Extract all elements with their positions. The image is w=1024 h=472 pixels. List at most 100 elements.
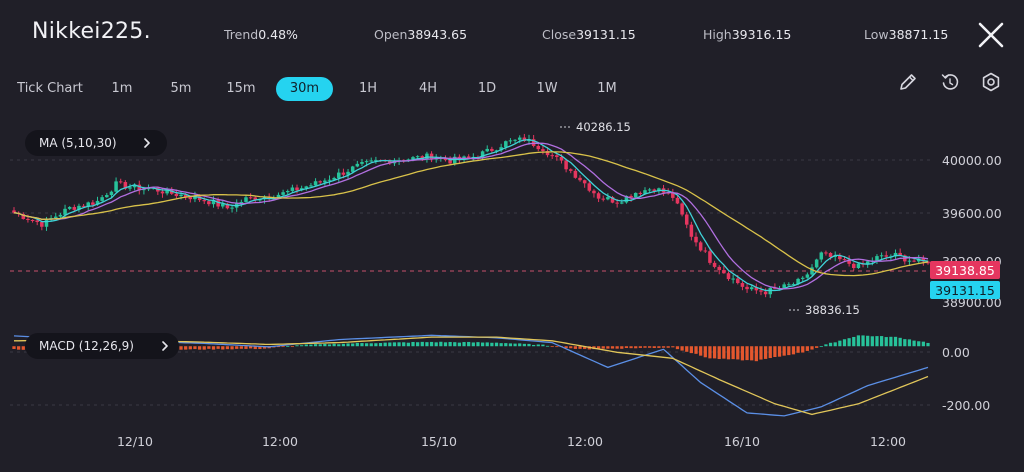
tab-1w[interactable]: 1W bbox=[536, 81, 558, 96]
stat-low-label: Low bbox=[864, 27, 889, 42]
ma-indicator-pill[interactable]: MA (5,10,30) bbox=[25, 130, 167, 156]
candle bbox=[517, 135, 522, 144]
candle bbox=[12, 207, 16, 214]
candle-body bbox=[916, 258, 921, 262]
candle-body bbox=[281, 192, 285, 195]
candle bbox=[814, 258, 819, 269]
candle-body bbox=[777, 288, 782, 290]
pencil-icon[interactable] bbox=[897, 71, 919, 93]
macd-bar bbox=[337, 344, 341, 347]
tab-5m[interactable]: 5m bbox=[170, 81, 192, 96]
candle-body bbox=[564, 160, 568, 170]
candle bbox=[615, 199, 619, 208]
macd-bar bbox=[708, 346, 712, 359]
candle bbox=[109, 190, 114, 199]
macd-bar bbox=[703, 346, 707, 358]
candle bbox=[787, 282, 791, 286]
candle bbox=[712, 260, 717, 269]
tab-tick-chart[interactable]: Tick Chart bbox=[17, 81, 83, 96]
chevron-right-icon bbox=[144, 138, 150, 148]
candle-body bbox=[123, 182, 128, 189]
candle bbox=[332, 176, 336, 181]
macd-bar bbox=[801, 346, 805, 353]
candle bbox=[661, 184, 666, 196]
tab-1mo[interactable]: 1M bbox=[597, 81, 617, 96]
stat-open-value: 38943.65 bbox=[407, 27, 468, 42]
macd-bar bbox=[253, 346, 257, 350]
candle-body bbox=[610, 197, 615, 203]
candle bbox=[299, 185, 304, 192]
macd-bar bbox=[889, 336, 893, 347]
candle bbox=[527, 134, 531, 145]
candle bbox=[406, 158, 411, 163]
tab-15m[interactable]: 15m bbox=[226, 81, 256, 96]
candle-body bbox=[452, 156, 457, 164]
macd-bar bbox=[467, 341, 471, 347]
candle bbox=[100, 195, 104, 203]
candle-body bbox=[267, 197, 271, 199]
candle-body bbox=[865, 261, 870, 265]
candle-body bbox=[434, 158, 438, 160]
close-icon[interactable] bbox=[976, 20, 1006, 50]
candle bbox=[796, 277, 800, 286]
macd-bar bbox=[861, 335, 865, 347]
candle-body bbox=[318, 181, 322, 183]
candle bbox=[355, 160, 360, 168]
candle bbox=[490, 146, 494, 153]
candle bbox=[568, 168, 573, 174]
candle bbox=[875, 254, 879, 264]
candle-body bbox=[555, 155, 559, 158]
stat-trend: Trend0.48% bbox=[224, 27, 298, 42]
candle bbox=[21, 212, 26, 220]
macd-bar bbox=[592, 346, 596, 350]
candle bbox=[67, 206, 72, 211]
candle-body bbox=[295, 187, 299, 191]
candle-body bbox=[16, 212, 21, 215]
low-annotation: 38836.15 bbox=[805, 303, 860, 317]
settings-icon[interactable] bbox=[980, 71, 1002, 93]
candle-body bbox=[309, 185, 313, 187]
candle bbox=[504, 140, 508, 150]
candle bbox=[596, 191, 601, 203]
macd-bar bbox=[499, 343, 503, 347]
candle bbox=[364, 159, 369, 167]
tab-4h[interactable]: 4H bbox=[418, 81, 438, 96]
candle bbox=[638, 191, 643, 197]
candle-body bbox=[81, 205, 86, 207]
candle-body bbox=[545, 151, 550, 156]
candle bbox=[694, 232, 698, 247]
candle-body bbox=[573, 170, 578, 178]
candle bbox=[360, 158, 364, 166]
candle-body bbox=[921, 258, 926, 262]
macd-bar bbox=[903, 339, 907, 347]
candle-body bbox=[95, 200, 100, 205]
macd-indicator-pill[interactable]: MACD (12,26,9) bbox=[25, 333, 179, 359]
tab-1h[interactable]: 1H bbox=[358, 81, 378, 96]
replay-icon[interactable] bbox=[939, 71, 961, 93]
macd-bar bbox=[921, 341, 925, 347]
candle bbox=[578, 175, 582, 182]
candle bbox=[722, 265, 726, 274]
candle bbox=[156, 186, 160, 195]
tab-1m[interactable]: 1m bbox=[111, 81, 133, 96]
candle-body bbox=[768, 287, 773, 295]
candle bbox=[666, 188, 670, 195]
macd-bar bbox=[819, 346, 823, 348]
tab-30m[interactable]: 30m bbox=[276, 77, 333, 101]
tab-1d[interactable]: 1D bbox=[477, 81, 497, 96]
candle bbox=[434, 154, 438, 163]
macd-bar bbox=[267, 346, 271, 349]
candle bbox=[230, 205, 234, 213]
macd-bar bbox=[842, 339, 847, 347]
candle bbox=[462, 155, 466, 163]
candle-body bbox=[471, 156, 476, 158]
candle bbox=[457, 154, 462, 164]
candle bbox=[448, 156, 452, 166]
macd-bar bbox=[596, 346, 601, 350]
candle bbox=[606, 193, 610, 201]
candle bbox=[174, 189, 179, 200]
candle-body bbox=[633, 192, 638, 198]
candle-body bbox=[67, 207, 72, 209]
macd-bar bbox=[272, 346, 276, 348]
macd-bar bbox=[578, 346, 582, 349]
